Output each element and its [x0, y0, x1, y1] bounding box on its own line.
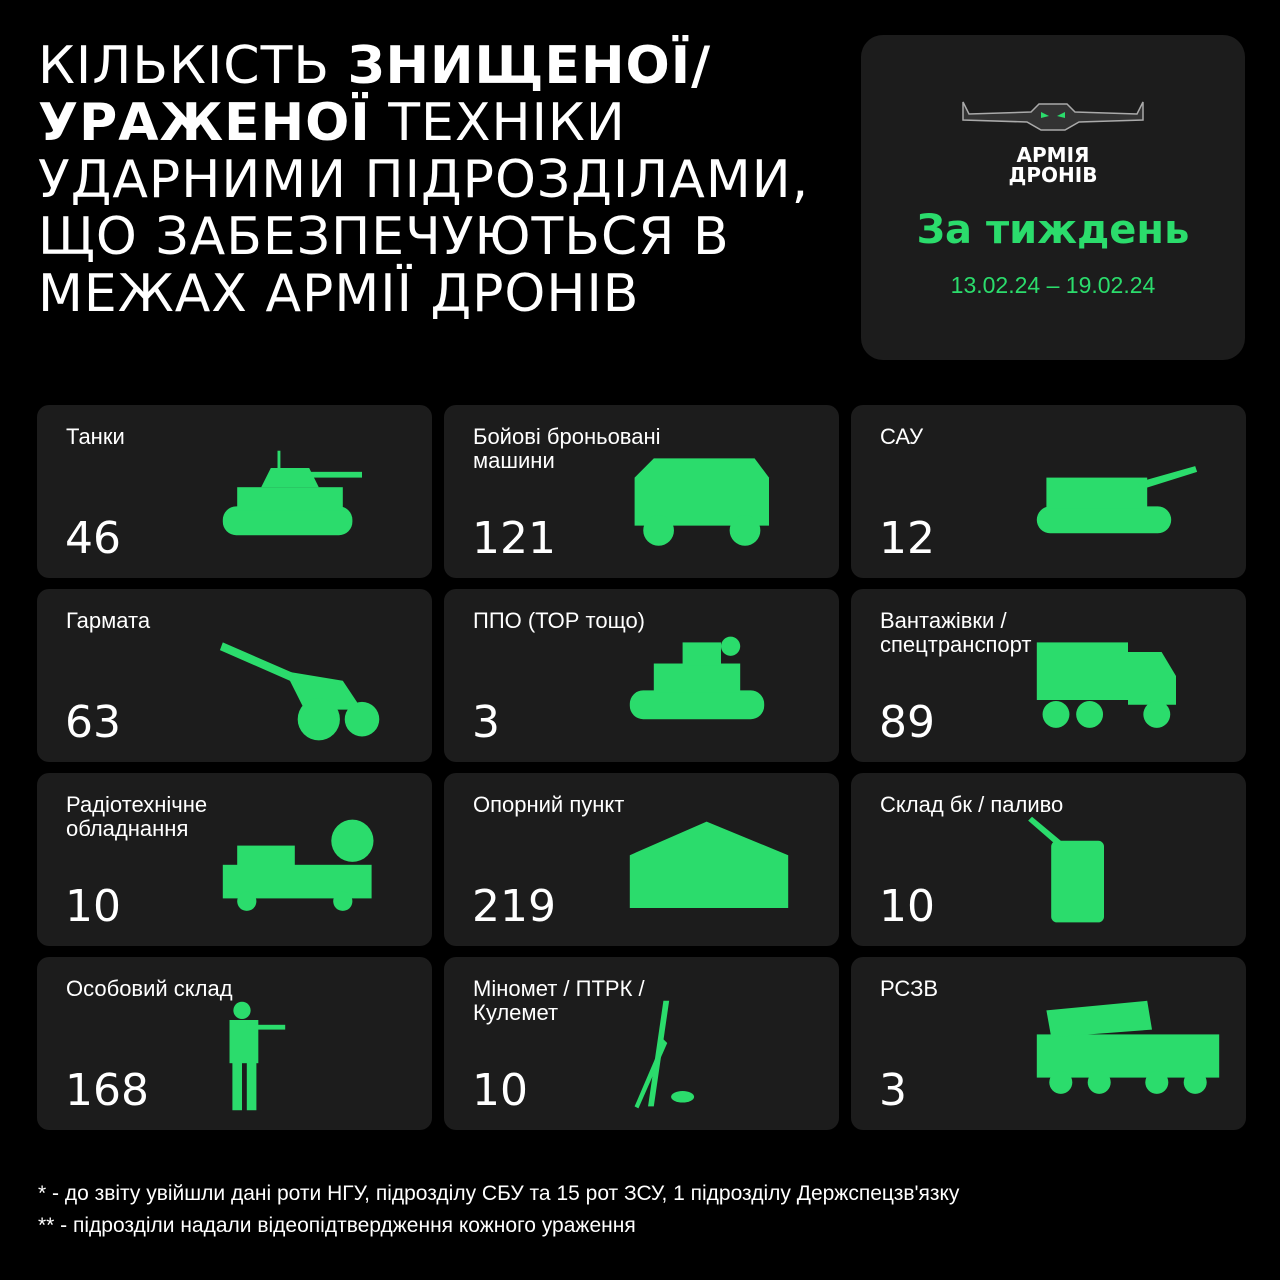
- page-title: Кількість знищеної/ ураженої техніки уда…: [38, 38, 838, 323]
- stat-label: Склад бк / паливо: [880, 792, 1064, 817]
- stat-value: 10: [472, 1065, 528, 1116]
- title-part: Кількість: [38, 36, 348, 96]
- footnotes: * - до звіту увійшли дані роти НГУ, підр…: [38, 1178, 959, 1242]
- truck-icon: [1036, 642, 1176, 728]
- stat-card: Вантажівки / спецтранспорт 89: [851, 589, 1246, 762]
- radar-icon: [222, 819, 374, 911]
- stat-card: Гармата 63: [37, 589, 432, 762]
- mlrs-icon: [1036, 1000, 1220, 1094]
- stat-card: Особовий склад 168: [37, 957, 432, 1130]
- jerrycan-icon: [1028, 816, 1104, 923]
- title-bold: знищеної/ уражено: [38, 36, 712, 153]
- stat-label: САУ: [880, 424, 924, 449]
- self-propelled-artillery-icon: [1036, 466, 1198, 534]
- footnote-1: * - до звіту увійшли дані роти НГУ, підр…: [38, 1182, 960, 1205]
- period-title: За тиждень: [916, 207, 1190, 253]
- stat-value: 63: [65, 697, 121, 748]
- stats-grid: Танки 46 Бойові броньовані машини 121 СА…: [37, 405, 1246, 1130]
- stat-label: Вантажівки / спецтранспорт: [880, 608, 1032, 657]
- title-bold-end: ї: [350, 93, 371, 153]
- stat-card: Танки 46: [37, 405, 432, 578]
- soldier-icon: [229, 1001, 286, 1111]
- drone-logo-icon: [962, 101, 1144, 131]
- stat-card: Склад бк / паливо 10: [851, 773, 1246, 946]
- stat-label: Танки: [66, 424, 125, 449]
- stat-value: 10: [65, 881, 121, 932]
- stat-card: Опорний пункт 219: [444, 773, 839, 946]
- stat-label: Міномет / ПТРК /Кулемет: [473, 976, 645, 1025]
- stat-card: РСЗВ 3: [851, 957, 1246, 1130]
- stat-value: 46: [65, 513, 121, 564]
- logo-text: АРМІЯ ДРОНІВ: [861, 145, 1245, 185]
- title-rest: техніки ударними підрозділами, що забезп…: [38, 93, 810, 324]
- stat-label: Особовий склад: [66, 976, 233, 1001]
- mortar-icon: [634, 1000, 695, 1109]
- stat-value: 168: [65, 1065, 149, 1116]
- logo-line1: АРМІЯ: [1016, 143, 1090, 167]
- stat-value: 3: [472, 697, 500, 748]
- stat-value: 10: [879, 881, 935, 932]
- stat-card: Міномет / ПТРК /Кулемет 10: [444, 957, 839, 1130]
- stat-value: 12: [879, 513, 935, 564]
- stat-card: САУ 12: [851, 405, 1246, 578]
- air-defense-icon: [629, 636, 765, 720]
- stat-label: Гармата: [66, 608, 151, 633]
- stat-card: Радіотехнічне обладнання 10: [37, 773, 432, 946]
- stat-value: 3: [879, 1065, 907, 1116]
- armored-vehicle-icon: [634, 458, 769, 546]
- stat-card: Бойові броньовані машини 121: [444, 405, 839, 578]
- cannon-icon: [219, 642, 380, 741]
- stat-value: 121: [472, 513, 556, 564]
- stat-card: ППО (ТОР тощо) 3: [444, 589, 839, 762]
- stat-label: Опорний пункт: [473, 792, 625, 817]
- date-range: 13.02.24 – 19.02.24: [950, 272, 1156, 298]
- stat-label: Бойові броньовані машини: [473, 424, 661, 473]
- logo-line2: ДРОНІВ: [1008, 163, 1098, 187]
- stat-label: ППО (ТОР тощо): [473, 608, 646, 633]
- stat-label: Радіотехнічне обладнання: [66, 792, 208, 841]
- tank-icon: [222, 450, 362, 536]
- stat-value: 89: [879, 697, 935, 748]
- stat-value: 219: [472, 881, 556, 932]
- footnote-2: ** - підрозділи надали відеопідтвердженн…: [38, 1214, 636, 1237]
- period-badge: АРМІЯ ДРОНІВ За тиждень 13.02.24 – 19.02.…: [861, 35, 1245, 360]
- tent-icon: [629, 821, 789, 908]
- stat-label: РСЗВ: [880, 976, 939, 1001]
